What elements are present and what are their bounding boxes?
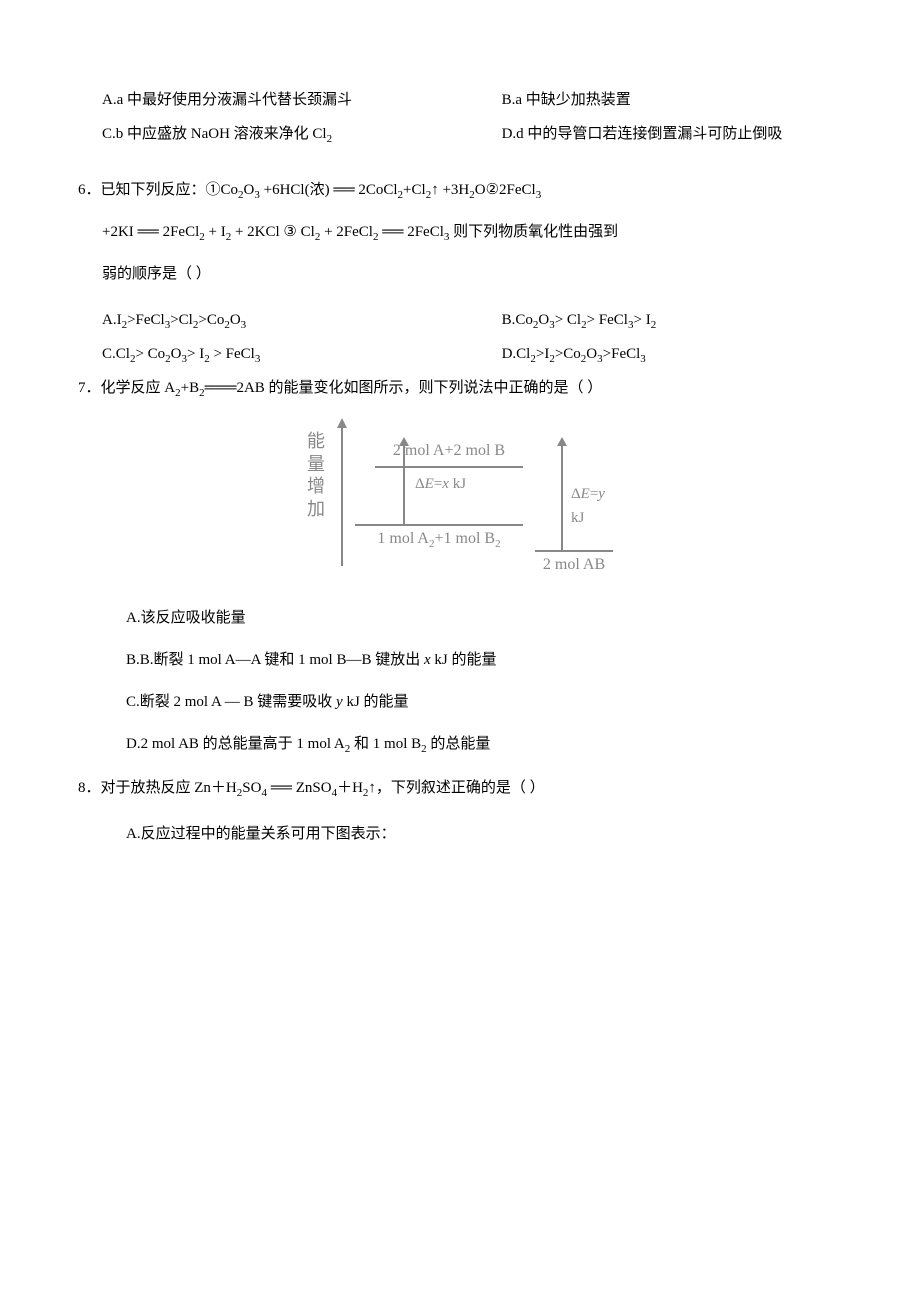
opt-B: B.a 中缺少加热装置	[502, 88, 842, 112]
t: 1 mol A	[377, 530, 429, 547]
q6-l1a: 已知下列反应：①Co	[101, 182, 239, 198]
t: 2 mol AB	[543, 556, 605, 573]
t: O	[230, 312, 241, 328]
t: C.断裂 2 mol A — B 键需要吸收	[126, 694, 336, 710]
opt-C-text: C.b 中应盛放 NaOH 溶液来净化 Cl	[102, 126, 327, 142]
q7-optB: B.B.断裂 1 mol A—A 键和 1 mol B—B 键放出 x kJ 的…	[78, 648, 842, 672]
t: > Co	[135, 346, 165, 362]
t: SO	[242, 780, 261, 796]
energy-diagram: 能量增加 2 mol A+2 mol B ΔE=x kJ 1 mol A2+1 …	[78, 426, 842, 576]
eq-sign: ══	[138, 224, 159, 240]
eq-sign: ═══	[205, 380, 237, 396]
t: O	[586, 346, 597, 362]
t: 对于放热反应 Zn＋H	[101, 780, 237, 796]
t: kJ 的能量	[343, 694, 409, 710]
t: > FeCl	[210, 346, 255, 362]
question-7: 7．化学反应 A2+B2═══2AB 的能量变化如图所示，则下列说法中正确的是（…	[78, 376, 842, 756]
delta-e-x: ΔE=x kJ	[415, 472, 466, 496]
t: > I	[633, 312, 650, 328]
t: 化学反应 A	[101, 380, 176, 396]
q6-l2b: 2FeCl	[163, 224, 200, 240]
t: x	[424, 652, 431, 668]
t: +B	[181, 380, 199, 396]
t: D.Cl	[502, 346, 531, 362]
t: >FeCl	[127, 312, 165, 328]
t: > FeCl	[587, 312, 628, 328]
energy-level-mid: 1 mol A2+1 mol B2	[355, 524, 523, 552]
t: > Cl	[555, 312, 581, 328]
q6-l1g: O②2FeCl	[475, 182, 536, 198]
q8-optA: A.反应过程中的能量关系可用下图表示：	[78, 822, 842, 846]
question-8: 8．对于放热反应 Zn＋H2SO4 ══ ZnSO4＋H2↑，下列叙述正确的是（…	[78, 776, 842, 846]
q6-l2d: + 2KCl ③ Cl	[231, 224, 315, 240]
q8-number: 8．	[78, 780, 101, 796]
t: A.I	[102, 312, 122, 328]
q6-l2a: +2KI	[102, 224, 134, 240]
t: Δ	[415, 476, 425, 492]
t: +1 mol B	[434, 530, 495, 547]
q6-l1c: +6HCl(浓)	[260, 182, 330, 198]
eq-sign: ══	[333, 182, 354, 198]
q7-optA: A.该反应吸收能量	[78, 606, 842, 630]
t: >I	[536, 346, 549, 362]
q7-optD: D.2 mol AB 的总能量高于 1 mol A2 和 1 mol B2 的总…	[78, 732, 842, 756]
q6-l2e: + 2FeCl	[320, 224, 373, 240]
t: E	[581, 486, 590, 502]
q7-optC: C.断裂 2 mol A — B 键需要吸收 y kJ 的能量	[78, 690, 842, 714]
q7-number: 7．	[78, 380, 101, 396]
t: > I	[187, 346, 204, 362]
q6-l2c: + I	[205, 224, 226, 240]
t: x	[442, 476, 449, 492]
opt-A: A.a 中最好使用分液漏斗代替长颈漏斗	[102, 88, 502, 112]
t: y	[336, 694, 343, 710]
opt-D: D.d 中的导管口若连接倒置漏斗可防止倒吸	[502, 122, 842, 146]
q6-l1f: ↑ +3H	[431, 182, 469, 198]
t: D.2 mol AB 的总能量高于 1 mol A	[126, 736, 345, 752]
level-top-label: 2 mol A+2 mol B	[393, 442, 505, 459]
t: kJ 的能量	[431, 652, 497, 668]
q6-optD: D.Cl2>I2>Co2O3>FeCl3	[502, 342, 842, 366]
t: >Cl	[170, 312, 193, 328]
t: >Co	[198, 312, 224, 328]
eq-sign: ══	[271, 780, 292, 796]
t: B.Co	[502, 312, 533, 328]
t: ZnSO	[296, 780, 332, 796]
q6-optA: A.I2>FeCl3>Cl2>Co2O3	[102, 308, 502, 332]
t: B.B.断裂 1 mol A—A 键和 1 mol B—B 键放出	[126, 652, 424, 668]
t: ＋H	[337, 780, 363, 796]
q6-l2f: 2FeCl	[407, 224, 444, 240]
t: 2AB 的能量变化如图所示，则下列说法中正确的是（ ）	[236, 380, 602, 396]
q6-line3: 弱的顺序是（ ）	[78, 262, 842, 286]
t: ↑，下列叙述正确的是（ ）	[368, 780, 544, 796]
t: E	[425, 476, 434, 492]
opt-C: C.b 中应盛放 NaOH 溶液来净化 Cl2	[102, 122, 502, 146]
q6-l2g: 则下列物质氧化性由强到	[449, 224, 618, 240]
delta-e-y: ΔE=y kJ	[571, 482, 613, 530]
arrow-up-icon	[561, 444, 563, 550]
q6-optB: B.Co2O3> Cl2> FeCl3> I2	[502, 308, 842, 332]
t: O	[171, 346, 182, 362]
q6-number: 6．	[78, 182, 101, 198]
q6-l1d: 2CoCl	[358, 182, 397, 198]
q6-l1b: O	[244, 182, 255, 198]
eq-sign: ══	[382, 224, 403, 240]
q6-optC: C.Cl2> Co2O3> I2 > FeCl3	[102, 342, 502, 366]
q6-l1e: +Cl	[403, 182, 426, 198]
energy-level-bottom: 2 mol AB	[535, 550, 613, 578]
t: Δ	[571, 486, 581, 502]
t: kJ	[571, 510, 584, 526]
t: >Co	[555, 346, 581, 362]
prev-options: A.a 中最好使用分液漏斗代替长颈漏斗 B.a 中缺少加热装置 C.b 中应盛放…	[78, 88, 842, 146]
energy-level-top: 2 mol A+2 mol B	[375, 440, 523, 468]
t: y	[598, 486, 605, 502]
t: >FeCl	[603, 346, 641, 362]
arrow-up-icon	[403, 444, 405, 524]
t: 和 1 mol B	[350, 736, 421, 752]
t: kJ	[449, 476, 466, 492]
t: O	[538, 312, 549, 328]
y-axis-label: 能量增加	[307, 426, 325, 520]
question-6: 6．已知下列反应：①Co2O3 +6HCl(浓) ══ 2CoCl2+Cl2↑ …	[78, 178, 842, 366]
t: 的总能量	[427, 736, 491, 752]
t: C.Cl	[102, 346, 130, 362]
